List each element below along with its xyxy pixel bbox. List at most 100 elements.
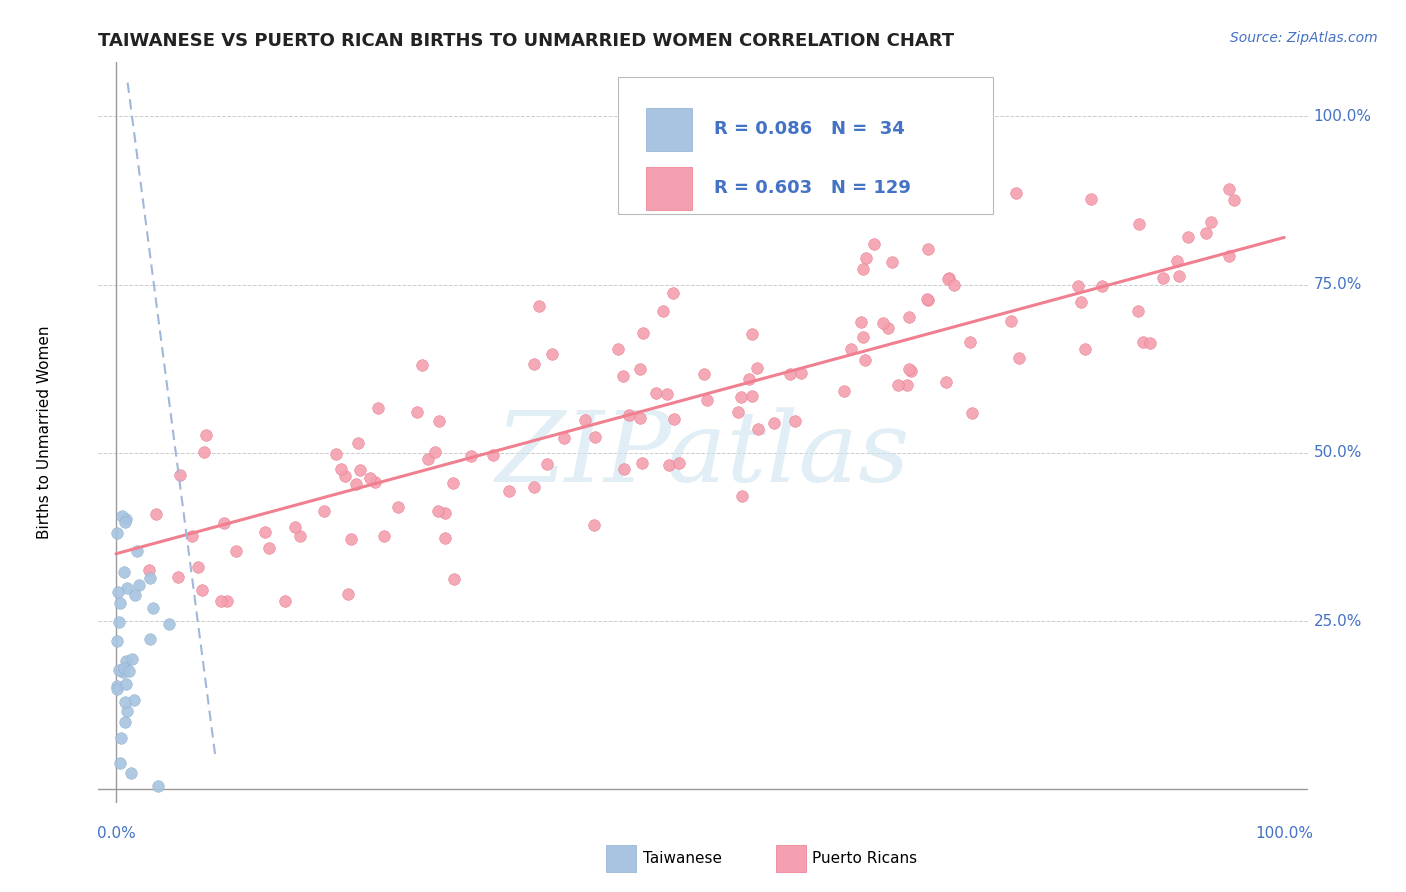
Point: [433, 506, 456, 520]
Point: [880, 255, 903, 269]
Point: [443, 572, 465, 586]
Point: [1199, 215, 1222, 229]
Text: Source: ZipAtlas.com: Source: ZipAtlas.com: [1230, 31, 1378, 45]
Point: [112, 661, 135, 675]
Text: TAIWANESE VS PUERTO RICAN BIRTHS TO UNMARRIED WOMEN CORRELATION CHART: TAIWANESE VS PUERTO RICAN BIRTHS TO UNMA…: [98, 32, 955, 50]
Point: [1005, 186, 1028, 201]
Point: [128, 577, 150, 591]
Point: [325, 447, 347, 461]
Point: [628, 410, 651, 425]
Point: [962, 406, 984, 420]
Point: [114, 715, 136, 730]
Point: [114, 654, 136, 668]
Bar: [606, 845, 637, 871]
Point: [274, 594, 297, 608]
Point: [1177, 230, 1199, 244]
Point: [523, 480, 546, 494]
Point: [110, 731, 132, 745]
Point: [111, 665, 134, 680]
Point: [225, 543, 247, 558]
Point: [574, 413, 596, 427]
Point: [1222, 194, 1244, 208]
Point: [741, 389, 763, 403]
Point: [427, 414, 450, 428]
Point: [335, 468, 357, 483]
Point: [359, 471, 381, 485]
Point: [406, 405, 429, 419]
Point: [115, 704, 138, 718]
Point: [1139, 335, 1161, 350]
Point: [938, 271, 960, 285]
Point: [582, 518, 605, 533]
Point: [418, 452, 440, 467]
Text: Puerto Ricans: Puerto Ricans: [811, 851, 917, 866]
Point: [898, 310, 921, 325]
Point: [943, 278, 966, 293]
Point: [613, 462, 636, 476]
Point: [1074, 342, 1097, 356]
Point: [347, 436, 370, 450]
Point: [367, 401, 389, 416]
Point: [193, 445, 215, 459]
Point: [917, 293, 939, 307]
Point: [1166, 254, 1188, 268]
Point: [855, 252, 877, 266]
Point: [433, 531, 456, 545]
Point: [917, 242, 939, 256]
Point: [696, 392, 718, 407]
Point: [887, 377, 910, 392]
Point: [657, 387, 679, 401]
Point: [159, 617, 181, 632]
Text: 75.0%: 75.0%: [1313, 277, 1362, 292]
Point: [127, 544, 149, 558]
Text: 100.0%: 100.0%: [1313, 109, 1371, 124]
Point: [1218, 182, 1240, 196]
Point: [194, 427, 217, 442]
Point: [349, 463, 371, 477]
Point: [105, 682, 128, 697]
Point: [541, 347, 564, 361]
Point: [312, 504, 335, 518]
Point: [373, 529, 395, 543]
Point: [747, 422, 769, 436]
Point: [631, 456, 654, 470]
Point: [146, 780, 169, 794]
Point: [523, 357, 546, 371]
Point: [105, 634, 128, 648]
Point: [959, 335, 981, 350]
Point: [583, 430, 606, 444]
Point: [730, 390, 752, 404]
Point: [1132, 334, 1154, 349]
Point: [427, 504, 450, 518]
Point: [839, 343, 862, 357]
Point: [108, 663, 131, 677]
Point: [138, 571, 160, 585]
Point: [120, 766, 142, 780]
Point: [1128, 217, 1150, 231]
Point: [1008, 351, 1031, 366]
Point: [138, 632, 160, 647]
Point: [852, 262, 875, 277]
Point: [121, 651, 143, 665]
Point: [441, 475, 464, 490]
Point: [124, 588, 146, 602]
Point: [166, 569, 188, 583]
Point: [190, 582, 212, 597]
Point: [851, 315, 873, 329]
Point: [340, 532, 363, 546]
Point: [664, 412, 686, 426]
Point: [741, 326, 763, 341]
Point: [290, 528, 312, 542]
Point: [257, 541, 280, 555]
Bar: [776, 845, 806, 871]
Point: [482, 448, 505, 462]
Point: [900, 364, 922, 378]
Point: [763, 416, 786, 430]
Point: [527, 299, 550, 313]
Point: [1000, 313, 1022, 327]
Point: [118, 665, 141, 679]
Point: [387, 500, 409, 514]
Point: [852, 330, 875, 344]
Point: [498, 484, 520, 499]
Point: [898, 361, 921, 376]
